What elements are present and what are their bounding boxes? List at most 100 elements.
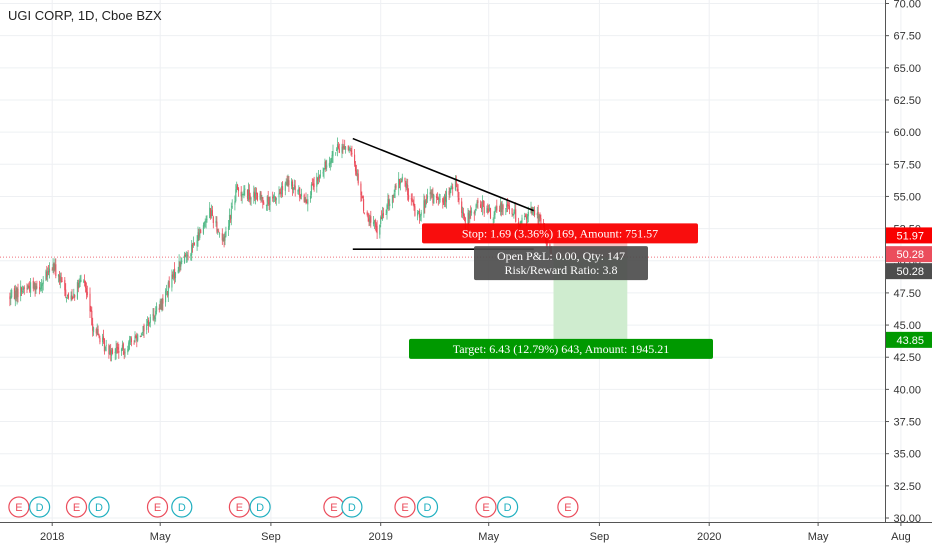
candle-body [102,336,105,340]
candle-body [374,219,376,224]
candle-body [382,212,384,216]
candle-body [389,203,391,207]
info-line-1: Open P&L: 0.00, Qty: 147 [497,249,625,263]
candle-body [61,281,63,283]
candle-body [300,196,302,197]
candle-body [111,350,113,356]
candle-body [361,195,363,199]
candle-body [467,212,469,224]
candle-body [414,206,416,216]
candle-body [345,146,347,150]
candle-body [348,148,350,151]
candle-body [376,225,378,234]
candle-body [124,352,126,354]
stop-label-text: Stop: 1.69 (3.36%) 169, Amount: 751.57 [462,226,658,240]
candle-body [196,240,198,247]
candle-body [136,337,138,342]
candle-body [454,178,456,190]
candle-body [91,310,93,326]
candle-body [90,309,92,312]
candle-body [477,200,479,203]
candle-body [229,215,231,220]
candle-body [411,198,413,201]
candle-body [356,173,358,176]
dividend-icon-label: D [504,502,512,514]
candle-body [48,268,51,273]
price-tag [886,331,932,348]
candle-body [83,280,85,282]
candle-body [209,207,211,219]
candle-body [355,170,357,175]
candle-body [40,284,42,289]
candle-body [22,287,24,291]
candle-body [480,207,483,209]
candle-body [336,149,338,151]
candle-body [292,187,294,190]
candle-body [443,200,445,205]
candle-body [456,188,458,191]
candle-body [493,214,495,218]
candle-body [266,196,268,206]
earnings-icon [65,496,88,518]
candle-body [342,145,344,149]
x-tick-label: 2018 [40,531,64,543]
candle-body [148,322,150,325]
candle-body [284,183,286,191]
candle-body [242,194,244,196]
candle-body [53,263,55,271]
candle-body [486,208,488,213]
price-tag [886,227,932,244]
candle-body [354,154,356,164]
candle-body [135,335,137,338]
candle-body [248,189,250,197]
candle-body [297,190,299,192]
candle-body [294,185,296,191]
position-labels: Stop: 1.69 (3.36%) 169, Amount: 751.57 Op… [409,223,713,359]
candle-body [130,338,132,343]
candle-body [185,256,187,258]
candle-body [109,349,111,354]
earnings-icon-label: E [482,502,489,514]
candle-body [362,197,364,199]
x-tick-label: May [808,531,829,543]
candle-body [375,223,377,228]
candle-body [216,221,218,232]
candle-body [155,310,157,317]
candle-body [259,193,261,200]
candle-body [240,191,242,197]
candle-body [183,254,186,263]
candle-body [30,282,32,293]
candle-body [102,337,104,343]
candle-body [445,191,447,203]
candle-body [424,200,426,209]
candle-body [417,210,420,212]
candle-body [179,261,181,267]
candle-body [363,212,366,214]
candle-body [253,191,255,198]
info-line-2: Risk/Reward Ratio: 3.8 [505,263,618,277]
candle-body [508,205,510,210]
candle-body [506,204,508,208]
candle-body [433,195,435,204]
candle-body [455,178,457,188]
candle-body [502,205,504,210]
price-tag [886,263,932,280]
earnings-icon-label: E [154,502,161,514]
candle-body [370,216,372,223]
x-tick-label: May [150,531,171,543]
candle-body [341,146,343,153]
candle-body [462,211,464,214]
candle-body [143,325,145,332]
candle-body [368,218,370,223]
candle-body [99,337,101,343]
candle-body [313,183,315,188]
candle-body [225,231,227,237]
candle-body [129,337,132,339]
candle-body [129,339,131,344]
y-tick-label: 35.00 [893,449,921,461]
position-zones [0,235,885,340]
candle-body [96,330,98,333]
candle-body [174,272,177,278]
candle-body [184,255,186,257]
